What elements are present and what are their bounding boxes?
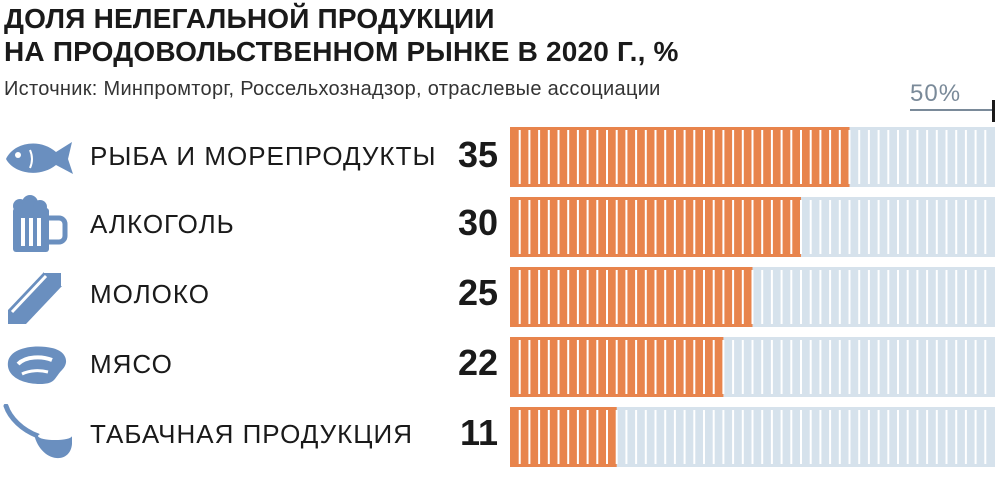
beer-mug-icon [0,194,80,256]
pipe-icon [0,403,80,466]
scale-max-label: 50% [910,80,962,107]
row-value: 25 [457,272,498,313]
row-fish: РЫБА И МОРЕПРОДУКТЫ 35 [0,126,1000,188]
bar [510,127,850,187]
steak-icon [0,334,80,396]
chart-title: ДОЛЯ НЕЛЕГАЛЬНОЙ ПРОДУКЦИИ НА ПРОДОВОЛЬС… [4,2,679,68]
row-milk: МОЛОКО 25 [0,264,1000,326]
row-tobacco: ТАБАЧНАЯ ПРОДУКЦИЯ 11 [0,403,1000,466]
row-value: 30 [457,202,498,243]
row-value: 11 [459,412,498,453]
title-line-2: НА ПРОДОВОЛЬСТВЕННОМ РЫНКЕ В 2020 Г., % [4,36,679,67]
scale-underline [910,109,994,111]
source-note: Источник: Минпромторг, Россельхознадзор,… [4,78,661,100]
bar [510,267,753,327]
row-value: 22 [457,342,498,383]
title-line-1: ДОЛЯ НЕЛЕГАЛЬНОЙ ПРОДУКЦИИ [4,3,495,34]
row-label: МЯСО [90,349,173,379]
bar [510,407,617,467]
scale-end-tick [992,100,995,122]
row-meat: МЯСО 22 [0,334,1000,396]
row-label: МОЛОКО [90,279,210,309]
row-label: АЛКОГОЛЬ [90,209,235,239]
milk-carton-icon [0,264,80,326]
row-value: 35 [457,134,498,175]
fish-icon [0,126,80,188]
row-label: ТАБАЧНАЯ ПРОДУКЦИЯ [90,419,413,449]
row-alcohol: АЛКОГОЛЬ 30 [0,194,1000,256]
row-label: РЫБА И МОРЕПРОДУКТЫ [90,141,437,171]
